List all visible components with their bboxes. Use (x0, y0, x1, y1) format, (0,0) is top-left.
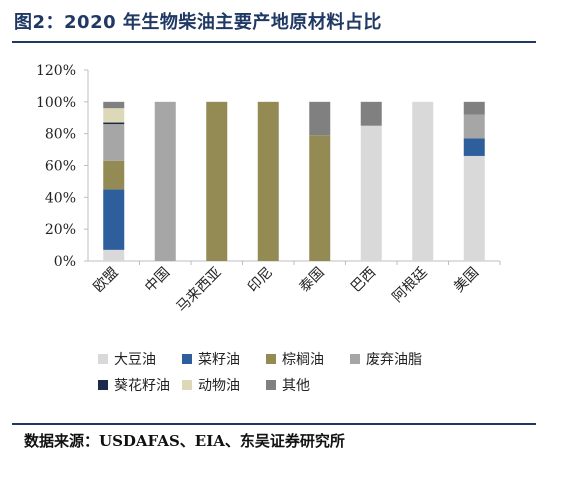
stacked-bar-chart: 0% 20% 40% 60% 80% 100% 120% 欧盟 中国 马来西亚 印尼 泰国 巴西 阿根廷美… (36, 63, 501, 316)
y-tick-label: 40% (45, 190, 76, 206)
bar-segment (463, 138, 485, 156)
legend-swatch-palm-oil (266, 354, 276, 364)
bar-segment (154, 101, 176, 261)
y-tick-label: 120% (36, 63, 76, 79)
y-tick-label: 60% (45, 159, 76, 175)
figure-title: 图2：2020 年生物柴油主要产地原材料占比 (14, 12, 382, 33)
legend-item-soybean-oil: 大豆油 (98, 349, 182, 369)
source-note: 数据来源：USDAFAS、EIA、东吴证券研究所 (24, 432, 345, 450)
x-category-label: 欧盟 (90, 265, 121, 296)
bar-segment (309, 135, 331, 261)
x-category-label: 中国 (142, 265, 173, 296)
bar-segment (103, 160, 125, 190)
x-category-label: 美国 (451, 265, 482, 296)
legend-label-rapeseed-oil: 菜籽油 (198, 352, 240, 368)
source-rule (12, 423, 536, 425)
bar-segment (412, 101, 434, 261)
bar-segment (103, 122, 125, 125)
x-category-label: 巴西 (348, 265, 379, 296)
legend-swatch-waste-oil (350, 354, 360, 364)
x-category-label: 印尼 (245, 265, 276, 296)
x-category-label: 阿根廷 (390, 265, 431, 306)
bar-segment (206, 101, 228, 261)
legend-swatch-rapeseed-oil (182, 354, 192, 364)
legend-row-2: 葵花籽油 动物油 其他 (98, 372, 528, 398)
legend-label-waste-oil: 废弃油脂 (366, 352, 422, 368)
legend-item-waste-oil: 废弃油脂 (350, 349, 440, 369)
legend-item-palm-oil: 棕榈油 (266, 349, 350, 369)
y-tick-label: 80% (45, 127, 76, 143)
legend-swatch-other (266, 380, 276, 390)
bar-segment (463, 155, 485, 261)
legend-label-palm-oil: 棕榈油 (282, 352, 324, 368)
bar-segment (257, 101, 279, 261)
y-tick-label: 20% (45, 222, 76, 238)
x-category-label: 泰国 (296, 265, 327, 296)
legend-swatch-soybean-oil (98, 354, 108, 364)
bar-segment (309, 101, 331, 136)
bar-segment (103, 101, 125, 109)
bar-segment (103, 108, 125, 123)
legend-label-sunflower-oil: 葵花籽油 (114, 378, 170, 394)
x-category-label: 马来西亚 (174, 265, 225, 316)
y-tick-label: 100% (36, 95, 76, 111)
bar-segment (103, 249, 125, 261)
bar-segment (103, 124, 125, 161)
bar-segment (103, 189, 125, 250)
legend-item-rapeseed-oil: 菜籽油 (182, 349, 266, 369)
legend-item-animal-fat: 动物油 (182, 375, 266, 395)
legend-item-other: 其他 (266, 375, 350, 395)
legend: 大豆油 菜籽油 棕榈油 废弃油脂 葵花籽油 动物油 其他 (98, 346, 528, 398)
legend-label-other: 其他 (282, 378, 310, 394)
bar-segment (360, 101, 382, 126)
legend-label-soybean-oil: 大豆油 (114, 352, 156, 368)
legend-row-1: 大豆油 菜籽油 棕榈油 废弃油脂 (98, 346, 528, 372)
legend-swatch-animal-fat (182, 380, 192, 390)
bar-segment (463, 101, 485, 115)
bar-segment (360, 125, 382, 261)
bar-segment (463, 114, 485, 139)
y-tick-label: 0% (54, 254, 76, 270)
legend-label-animal-fat: 动物油 (198, 378, 240, 394)
legend-swatch-sunflower-oil (98, 380, 108, 390)
title-rule (12, 41, 536, 43)
legend-item-sunflower-oil: 葵花籽油 (98, 375, 182, 395)
